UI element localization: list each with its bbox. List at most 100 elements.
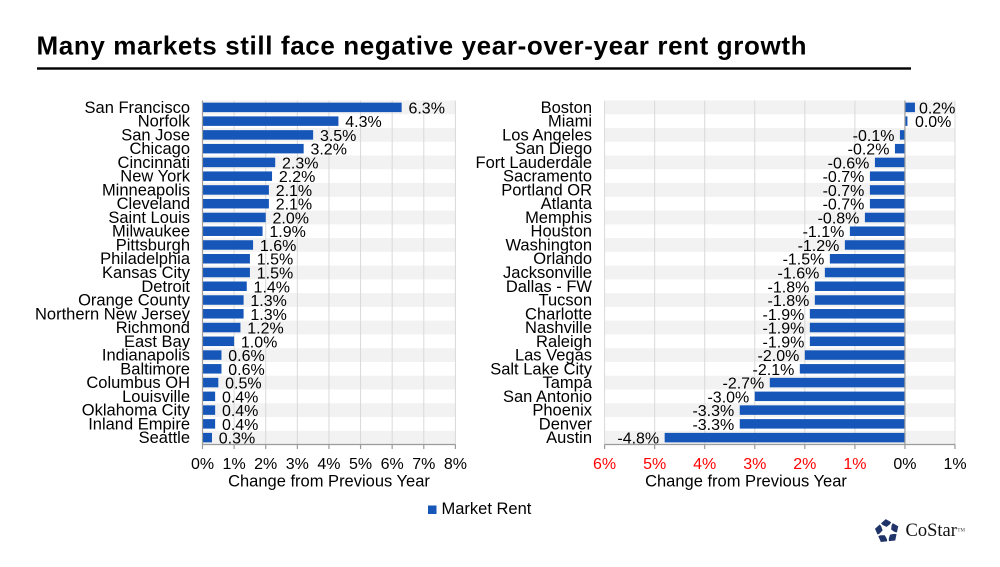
svg-text:Cincinnati: Cincinnati (118, 154, 190, 172)
svg-text:Indianapolis: Indianapolis (102, 347, 190, 365)
svg-text:6%: 6% (381, 456, 404, 473)
svg-text:4.3%: 4.3% (345, 114, 381, 131)
svg-text:1%: 1% (843, 456, 866, 473)
svg-text:Salt Lake City: Salt Lake City (490, 360, 593, 378)
svg-text:0.6%: 0.6% (228, 348, 264, 365)
svg-text:Phoenix: Phoenix (532, 402, 592, 420)
svg-text:1.0%: 1.0% (241, 334, 277, 351)
svg-text:Many markets still face negati: Many markets still face negative year-ov… (37, 31, 808, 61)
svg-text:Houston: Houston (531, 223, 592, 241)
svg-text:0.0%: 0.0% (915, 114, 951, 131)
svg-text:Boston: Boston (541, 99, 592, 117)
svg-text:-0.6%: -0.6% (828, 155, 870, 172)
svg-text:TM: TM (957, 529, 965, 534)
svg-text:Louisville: Louisville (122, 388, 190, 406)
svg-text:1.3%: 1.3% (250, 307, 286, 324)
svg-text:San Jose: San Jose (121, 126, 190, 144)
svg-text:-1.9%: -1.9% (763, 307, 805, 324)
svg-text:3.2%: 3.2% (310, 142, 346, 159)
svg-text:Dallas - FW: Dallas - FW (506, 278, 593, 296)
svg-text:Charlotte: Charlotte (525, 305, 592, 323)
svg-text:1%: 1% (943, 456, 966, 473)
svg-text:-0.1%: -0.1% (853, 128, 895, 145)
svg-text:0.2%: 0.2% (919, 100, 955, 117)
svg-text:-2.0%: -2.0% (758, 348, 800, 365)
svg-text:New York: New York (120, 168, 190, 186)
svg-text:-3.0%: -3.0% (707, 389, 749, 406)
svg-text:0.3%: 0.3% (219, 431, 255, 448)
svg-text:Tucson: Tucson (539, 292, 593, 310)
svg-text:2.1%: 2.1% (276, 183, 312, 200)
svg-text:2.0%: 2.0% (273, 210, 309, 227)
svg-text:Detroit: Detroit (141, 278, 190, 296)
svg-text:1%: 1% (223, 456, 246, 473)
svg-text:-1.6%: -1.6% (778, 266, 820, 283)
svg-text:3%: 3% (286, 456, 309, 473)
svg-text:Nashville: Nashville (525, 319, 592, 337)
svg-text:-3.3%: -3.3% (692, 403, 734, 420)
svg-text:Pittsburgh: Pittsburgh (116, 236, 190, 254)
svg-text:Los Angeles: Los Angeles (502, 126, 592, 144)
svg-text:0.5%: 0.5% (225, 376, 261, 393)
svg-text:Change from Previous Year: Change from Previous Year (228, 473, 430, 491)
svg-text:-2.1%: -2.1% (753, 362, 795, 379)
svg-text:1.5%: 1.5% (257, 252, 293, 269)
svg-text:1.3%: 1.3% (250, 293, 286, 310)
svg-text:Sacramento: Sacramento (503, 168, 592, 186)
svg-text:Milwaukee: Milwaukee (112, 223, 190, 241)
svg-text:-0.7%: -0.7% (823, 169, 865, 186)
svg-text:Chicago: Chicago (129, 140, 190, 158)
svg-text:Inland Empire: Inland Empire (88, 415, 190, 433)
svg-text:Richmond: Richmond (116, 319, 190, 337)
svg-text:2.2%: 2.2% (279, 169, 315, 186)
svg-text:Cleveland: Cleveland (117, 195, 190, 213)
svg-text:0%: 0% (893, 456, 916, 473)
svg-text:0.4%: 0.4% (222, 389, 258, 406)
svg-text:Philadelphia: Philadelphia (100, 250, 191, 268)
svg-text:Austin: Austin (546, 429, 592, 447)
svg-text:-1.2%: -1.2% (798, 238, 840, 255)
svg-text:1.4%: 1.4% (254, 279, 290, 296)
svg-text:2.1%: 2.1% (276, 197, 312, 214)
svg-text:Saint Louis: Saint Louis (108, 209, 190, 227)
svg-text:Raleigh: Raleigh (536, 333, 592, 351)
svg-text:-1.8%: -1.8% (768, 293, 810, 310)
svg-text:-1.9%: -1.9% (763, 321, 805, 338)
svg-text:Portland OR: Portland OR (501, 181, 592, 199)
svg-text:4%: 4% (693, 456, 716, 473)
svg-text:San Diego: San Diego (515, 140, 592, 158)
svg-text:Baltimore: Baltimore (120, 360, 190, 378)
svg-text:-0.8%: -0.8% (818, 210, 860, 227)
svg-text:0%: 0% (191, 456, 214, 473)
svg-text:Fort Lauderdale: Fort Lauderdale (476, 154, 593, 172)
svg-text:2%: 2% (793, 456, 816, 473)
svg-text:4%: 4% (317, 456, 340, 473)
svg-text:6.3%: 6.3% (408, 100, 444, 117)
svg-text:-1.8%: -1.8% (768, 279, 810, 296)
svg-text:Norfolk: Norfolk (138, 113, 191, 131)
svg-text:Seattle: Seattle (139, 429, 190, 447)
svg-text:San Francisco: San Francisco (85, 99, 190, 117)
svg-text:East Bay: East Bay (124, 333, 191, 351)
svg-text:-4.8%: -4.8% (617, 431, 659, 448)
svg-text:Jacksonville: Jacksonville (503, 264, 592, 282)
svg-text:Change from Previous Year: Change from Previous Year (645, 473, 847, 491)
svg-text:Denver: Denver (539, 415, 593, 433)
svg-text:Tampa: Tampa (542, 374, 592, 392)
svg-text:Northern New Jersey: Northern New Jersey (35, 305, 191, 323)
svg-text:3.5%: 3.5% (320, 128, 356, 145)
svg-text:-1.1%: -1.1% (803, 224, 845, 241)
svg-text:Las Vegas: Las Vegas (515, 347, 592, 365)
svg-text:Orange County: Orange County (78, 292, 191, 310)
svg-text:Columbus OH: Columbus OH (86, 374, 190, 392)
svg-text:6%: 6% (593, 456, 616, 473)
svg-text:2%: 2% (254, 456, 277, 473)
svg-text:-0.7%: -0.7% (823, 183, 865, 200)
svg-text:Memphis: Memphis (525, 209, 592, 227)
svg-text:5%: 5% (349, 456, 372, 473)
svg-text:-1.9%: -1.9% (763, 334, 805, 351)
svg-text:Miami: Miami (548, 113, 592, 131)
svg-text:Kansas City: Kansas City (102, 264, 191, 282)
svg-text:Orlando: Orlando (533, 250, 592, 268)
svg-text:CoStar: CoStar (906, 521, 957, 541)
